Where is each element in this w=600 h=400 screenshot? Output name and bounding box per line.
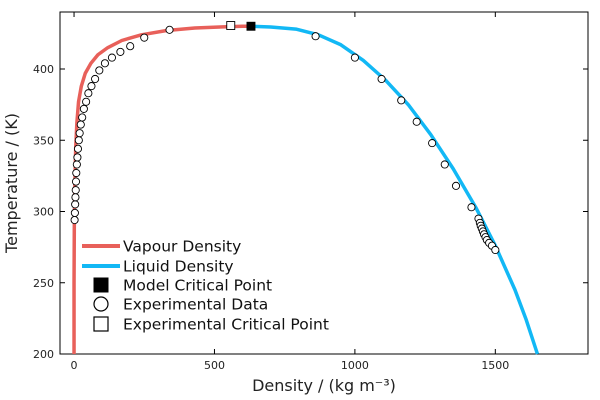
experimental-data-point xyxy=(71,200,80,209)
plot-area xyxy=(59,11,589,355)
experimental-data-point xyxy=(71,186,80,195)
experimental-data-point xyxy=(73,144,83,153)
experimental-data-point xyxy=(467,203,476,212)
legend-label: Model Critical Point xyxy=(123,277,272,295)
experimental-data-point xyxy=(91,74,100,84)
line-liquid-density xyxy=(250,24,540,355)
legend-label: Liquid Density xyxy=(123,258,234,276)
experimental-data-point xyxy=(440,160,449,169)
x-tick-label: 1500 xyxy=(481,359,509,372)
experimental-data-point xyxy=(428,139,437,148)
experimental-data-point xyxy=(107,53,117,62)
experimental-data-point xyxy=(70,215,79,225)
legend-swatch-square-open xyxy=(93,316,109,332)
legend-label: Experimental Data xyxy=(123,296,268,314)
experimental-data-point xyxy=(95,66,104,75)
experimental-data-point xyxy=(311,32,320,41)
y-tick-label: 300 xyxy=(33,206,54,219)
experimental-data-point xyxy=(397,96,406,105)
series-points xyxy=(70,21,500,255)
y-tick-label: 250 xyxy=(33,277,54,290)
experimental-data-point xyxy=(100,59,109,68)
legend-swatch-circle xyxy=(93,296,109,312)
experimental-data-point xyxy=(451,181,461,190)
experimental-data-point xyxy=(71,177,81,186)
experimental-data-point xyxy=(84,89,93,98)
x-tick-label: 1000 xyxy=(341,359,369,372)
experimental-data-point xyxy=(491,245,500,255)
legend-label: Experimental Critical Point xyxy=(123,316,329,334)
experimental-data-point xyxy=(377,74,386,84)
experimental-data-point xyxy=(165,25,174,34)
experimental-data-point xyxy=(140,33,149,42)
experimental-data-point xyxy=(87,82,96,91)
experimental-critical-point xyxy=(226,21,236,30)
experimental-data-point xyxy=(71,193,80,202)
experimental-data-point xyxy=(412,117,421,126)
y-tick-label: 200 xyxy=(33,348,54,361)
experimental-data-point xyxy=(126,42,135,51)
legend-swatch-square-filled xyxy=(93,277,109,293)
x-tick-label: 0 xyxy=(71,359,78,372)
experimental-data-point xyxy=(116,47,125,56)
y-axis-label: Temperature / (K) xyxy=(2,113,21,254)
x-tick-label: 500 xyxy=(204,359,225,372)
y-tick-label: 350 xyxy=(33,134,54,147)
experimental-data-point xyxy=(75,129,84,138)
experimental-data-point xyxy=(78,113,87,122)
experimental-data-point xyxy=(74,136,83,145)
experimental-data-point xyxy=(79,104,88,113)
experimental-data-point xyxy=(82,97,91,106)
legend-label: Vapour Density xyxy=(123,238,241,256)
experimental-data-point xyxy=(73,153,82,162)
experimental-data-point xyxy=(76,120,85,129)
y-tick-label: 400 xyxy=(33,63,54,76)
axis-ticks: 0 500 1000 1500 200 250 300 350 400 xyxy=(33,12,588,372)
model-critical-point xyxy=(246,21,256,31)
experimental-data-point xyxy=(350,53,359,62)
experimental-data-point xyxy=(72,168,81,178)
experimental-data-point xyxy=(70,208,79,217)
experimental-data-point xyxy=(72,160,81,169)
x-axis-label: Density / (kg m⁻³) xyxy=(252,376,396,395)
